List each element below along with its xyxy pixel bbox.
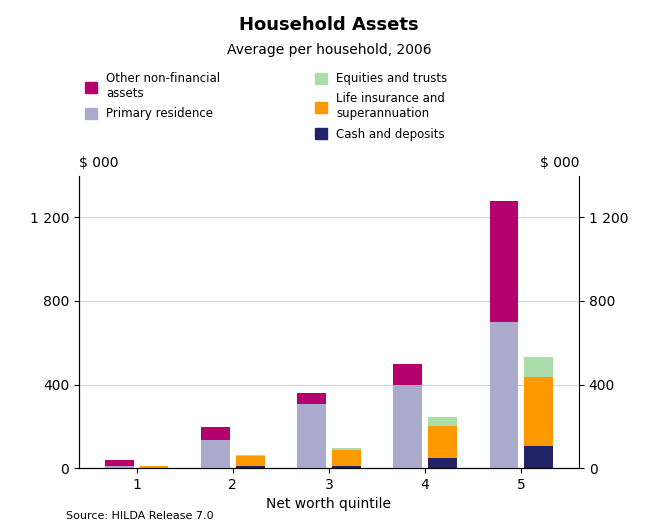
Bar — [236, 467, 265, 468]
Bar — [393, 364, 422, 385]
Legend: Other non-financial
assets, Primary residence: Other non-financial assets, Primary resi… — [85, 72, 220, 120]
Bar — [139, 466, 168, 468]
Text: Source: HILDA Release 7.0: Source: HILDA Release 7.0 — [66, 511, 213, 521]
Bar — [236, 455, 265, 467]
Bar — [236, 454, 265, 455]
Bar — [490, 322, 519, 468]
Bar — [524, 446, 553, 468]
Text: $ 000: $ 000 — [79, 156, 118, 170]
Text: Average per household, 2006: Average per household, 2006 — [227, 43, 431, 56]
Text: $ 000: $ 000 — [540, 156, 579, 170]
Legend: Equities and trusts, Life insurance and
superannuation, Cash and deposits: Equities and trusts, Life insurance and … — [315, 72, 447, 140]
Bar — [490, 201, 519, 322]
Bar — [332, 450, 361, 466]
Text: Household Assets: Household Assets — [240, 16, 418, 34]
Bar — [393, 385, 422, 468]
Bar — [428, 458, 457, 468]
Bar — [105, 466, 134, 468]
Bar — [524, 377, 553, 446]
Bar — [428, 417, 457, 426]
Bar — [201, 427, 230, 440]
Bar — [332, 448, 361, 450]
X-axis label: Net worth quintile: Net worth quintile — [266, 497, 392, 511]
Bar — [105, 460, 134, 466]
Bar — [297, 393, 326, 404]
Bar — [201, 440, 230, 468]
Bar — [332, 466, 361, 468]
Bar — [524, 358, 553, 377]
Bar — [297, 404, 326, 468]
Bar — [428, 426, 457, 458]
